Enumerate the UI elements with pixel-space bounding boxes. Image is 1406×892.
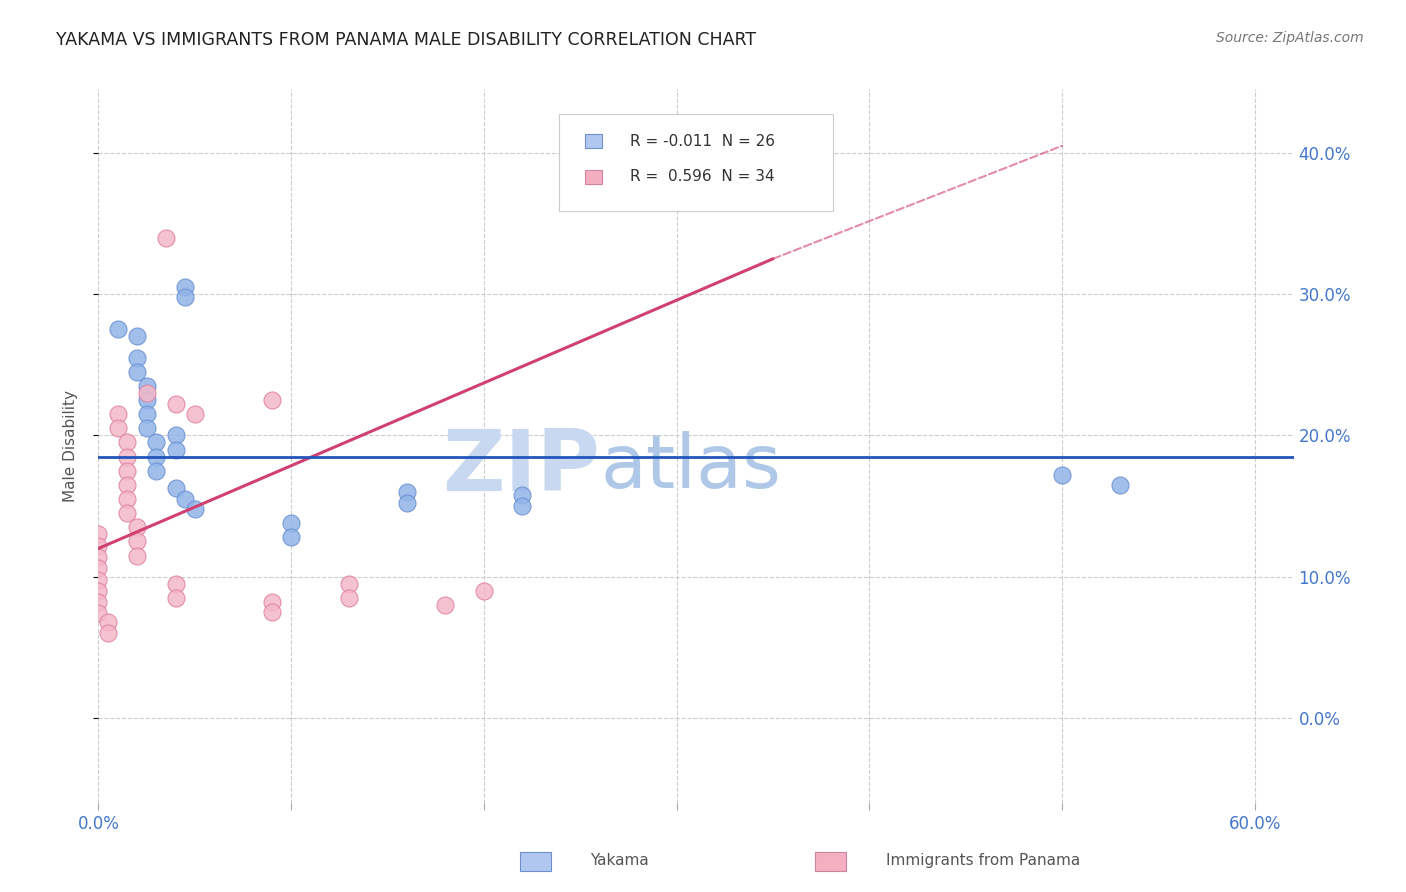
Point: [260, 595, 283, 609]
Point: [125, 351, 148, 365]
Point: [165, 481, 187, 495]
Point: [184, 501, 207, 516]
Point: [125, 520, 148, 534]
FancyBboxPatch shape: [585, 169, 602, 184]
Point: [135, 421, 157, 435]
Text: Yakama: Yakama: [591, 854, 650, 868]
Point: [165, 442, 187, 457]
Text: Source: ZipAtlas.com: Source: ZipAtlas.com: [1216, 31, 1364, 45]
Point: [117, 478, 139, 492]
Point: [512, 499, 534, 513]
Point: [107, 421, 129, 435]
Point: [135, 379, 157, 393]
Point: [512, 488, 534, 502]
Point: [117, 435, 139, 450]
Point: [337, 591, 360, 605]
Point: [395, 496, 418, 510]
Point: [125, 534, 148, 549]
Point: [472, 583, 495, 598]
Point: [395, 484, 418, 499]
Point: [1050, 467, 1073, 482]
Point: [174, 491, 197, 506]
FancyBboxPatch shape: [558, 114, 834, 211]
Point: [87, 561, 110, 575]
Point: [145, 435, 167, 450]
Point: [145, 464, 167, 478]
Text: R =  0.596  N = 34: R = 0.596 N = 34: [630, 169, 775, 185]
Point: [260, 393, 283, 408]
Text: atlas: atlas: [600, 431, 782, 504]
Point: [165, 576, 187, 591]
Point: [87, 607, 110, 621]
Text: YAKAMA VS IMMIGRANTS FROM PANAMA MALE DISABILITY CORRELATION CHART: YAKAMA VS IMMIGRANTS FROM PANAMA MALE DI…: [56, 31, 756, 49]
Point: [117, 506, 139, 520]
Point: [280, 516, 302, 530]
Text: R = -0.011  N = 26: R = -0.011 N = 26: [630, 134, 775, 149]
Point: [135, 386, 157, 401]
Point: [107, 407, 129, 421]
Y-axis label: Male Disability: Male Disability: [63, 390, 77, 502]
Point: [434, 598, 457, 612]
Text: Immigrants from Panama: Immigrants from Panama: [886, 854, 1080, 868]
Point: [174, 290, 197, 304]
Point: [117, 450, 139, 464]
Point: [87, 539, 110, 553]
Point: [337, 576, 360, 591]
Point: [260, 605, 283, 619]
Point: [155, 230, 177, 244]
Point: [87, 573, 110, 587]
Point: [174, 280, 197, 294]
Point: [165, 397, 187, 411]
Point: [135, 393, 157, 408]
Point: [1109, 478, 1132, 492]
Point: [87, 527, 110, 541]
Point: [125, 549, 148, 563]
Point: [87, 549, 110, 564]
FancyBboxPatch shape: [585, 134, 602, 148]
Point: [97, 615, 120, 629]
Point: [165, 591, 187, 605]
Point: [165, 428, 187, 442]
Point: [87, 583, 110, 598]
Point: [87, 595, 110, 609]
Point: [184, 407, 207, 421]
Point: [117, 491, 139, 506]
Point: [125, 329, 148, 343]
Point: [107, 322, 129, 336]
Point: [125, 365, 148, 379]
Point: [145, 450, 167, 464]
Point: [280, 530, 302, 544]
Point: [117, 464, 139, 478]
Point: [135, 407, 157, 421]
Point: [97, 626, 120, 640]
Text: ZIP: ZIP: [443, 425, 600, 509]
